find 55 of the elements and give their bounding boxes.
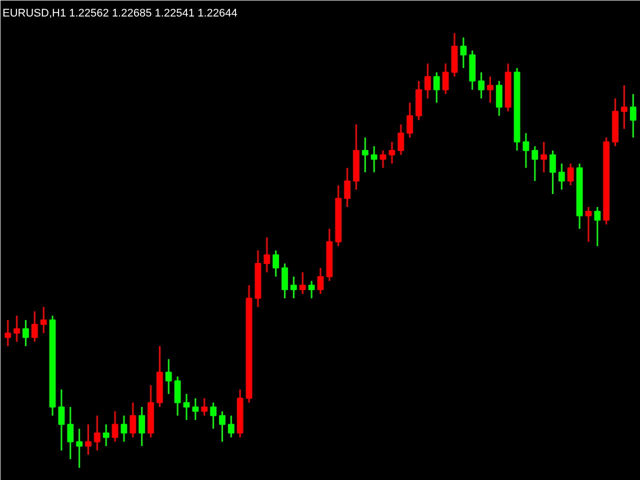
candlestick bbox=[165, 358, 172, 395]
candlestick bbox=[192, 398, 199, 421]
candlestick bbox=[174, 376, 181, 416]
candlestick bbox=[487, 76, 494, 104]
candlestick bbox=[201, 398, 208, 416]
candlestick bbox=[67, 406, 74, 460]
candlestick bbox=[282, 262, 288, 300]
candlestick bbox=[58, 388, 65, 452]
candlestick bbox=[317, 267, 324, 295]
candlestick bbox=[406, 102, 414, 138]
candlestick bbox=[558, 162, 565, 190]
candlestick bbox=[264, 236, 270, 273]
candlestick bbox=[522, 132, 530, 169]
candlestick bbox=[380, 150, 386, 169]
candlestick bbox=[478, 72, 484, 100]
candlestick bbox=[398, 124, 404, 156]
candlestick bbox=[4, 319, 12, 347]
candlestick bbox=[219, 410, 226, 442]
candlestick bbox=[85, 424, 92, 456]
candlestick bbox=[14, 314, 20, 343]
candlestick bbox=[567, 162, 574, 186]
candlestick bbox=[344, 167, 350, 208]
candlestick bbox=[370, 145, 378, 174]
candlestick bbox=[31, 310, 38, 343]
candlestick bbox=[120, 414, 128, 442]
candlestick bbox=[308, 280, 315, 300]
candlestick bbox=[94, 414, 100, 452]
candlestick bbox=[585, 206, 592, 243]
candlestick bbox=[621, 84, 628, 130]
candlestick bbox=[594, 206, 601, 247]
candlestick bbox=[40, 306, 47, 334]
candlestick bbox=[102, 424, 110, 447]
candlestick bbox=[442, 62, 449, 95]
candlestick bbox=[228, 414, 234, 438]
candlestick bbox=[630, 93, 636, 138]
candlestick bbox=[424, 62, 431, 100]
candlestick bbox=[433, 72, 440, 104]
candlestick bbox=[299, 271, 306, 295]
candlestick bbox=[290, 276, 297, 300]
candlestick bbox=[540, 141, 547, 174]
candlestick bbox=[532, 145, 538, 182]
candlestick bbox=[183, 393, 190, 421]
candlestick bbox=[550, 150, 556, 195]
candlestick bbox=[460, 36, 467, 69]
candlestick bbox=[362, 136, 368, 174]
candlestick bbox=[76, 428, 82, 469]
candlestick bbox=[130, 402, 136, 438]
candlestick bbox=[496, 80, 502, 117]
chart-title: EURUSD,H1 1.22562 1.22685 1.22541 1.22644 bbox=[2, 8, 238, 20]
candlestick bbox=[210, 402, 216, 430]
candlestick bbox=[112, 410, 118, 442]
candlestick bbox=[22, 319, 29, 347]
candlestick bbox=[272, 250, 280, 278]
candlestick bbox=[388, 141, 396, 164]
candlestick bbox=[138, 406, 146, 447]
